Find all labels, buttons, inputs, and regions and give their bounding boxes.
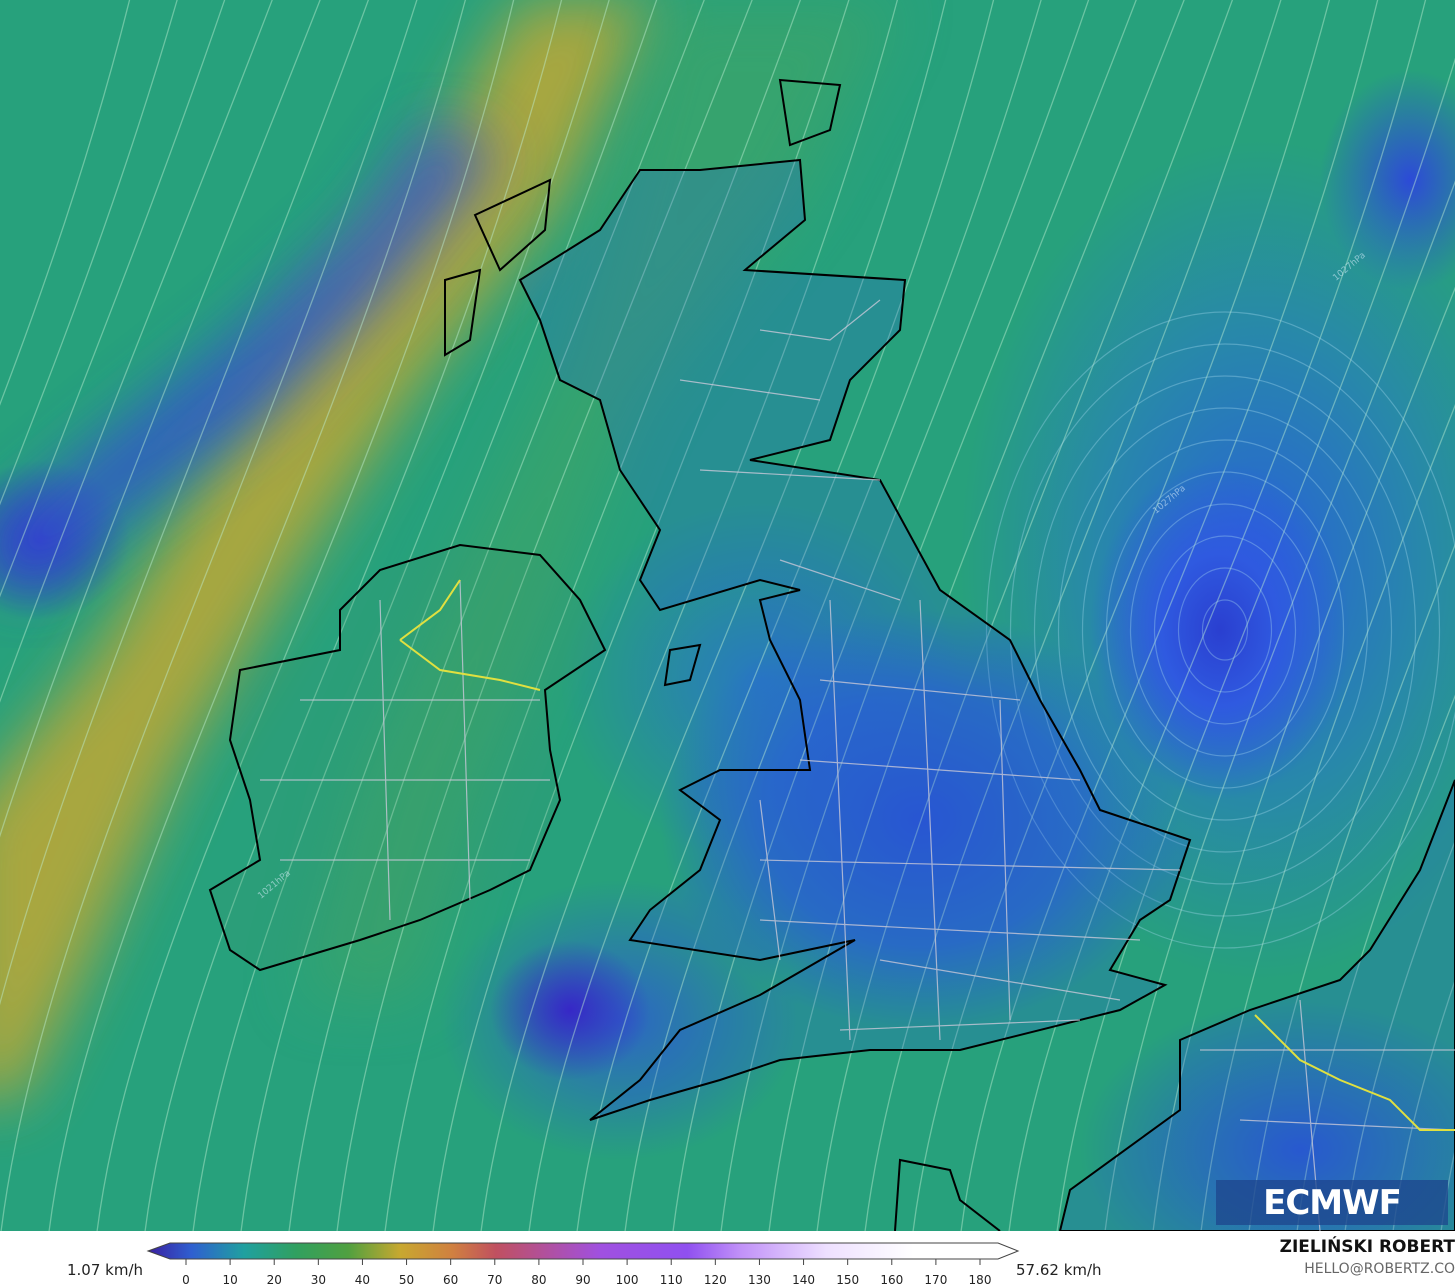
colorbar-tick-label: 160 [880,1273,904,1287]
streamline [240,0,658,1231]
streamline [624,0,1042,1231]
colorbar-tick-label: 60 [443,1273,459,1287]
legend-max-label: 57.62 km/h [1016,1261,1102,1279]
jet-stream-band [0,0,660,1100]
streamline [0,0,370,1006]
colorbar-tick-label: 140 [792,1273,815,1287]
streamline [672,0,1090,1231]
streamline [0,0,321,838]
colorbar-fill [146,1242,1020,1260]
colorbar-tick-label: 30 [310,1273,326,1287]
streamline [1344,839,1455,1231]
streamline-vortex [985,311,1455,949]
author-name: ZIELIŃSKI ROBERT [1279,1237,1455,1257]
streamline [432,0,850,1231]
streamline [1296,694,1455,1231]
streamline [1248,543,1455,1231]
northern-ireland-border [399,579,541,691]
streamline [576,0,995,1231]
colorbar-tick-label: 90 [575,1273,591,1287]
map-layers [0,0,1455,1231]
colorbar-tick-label: 10 [222,1273,238,1287]
colorbar-tick-label: 180 [968,1273,992,1287]
colorbar-tick-label: 170 [924,1273,948,1287]
streamline-vortex [1177,567,1273,693]
brittany-coast [894,1158,1001,1231]
streamline [0,0,178,506]
streamline-vortex [1105,471,1345,789]
streamline [1392,978,1455,1231]
streamline [528,0,947,1231]
isle-of-man-coast [663,643,702,687]
colorbar-tick-label: 0 [182,1273,190,1287]
streamline-vortex [1081,439,1369,821]
hebrides-coast [444,178,552,357]
colorbar-tick-label: 40 [354,1273,371,1287]
streamline [96,0,515,1231]
colorbar [146,1242,1020,1265]
streamline-vortex [1153,535,1297,725]
streamline [960,0,1379,1231]
streamline [48,0,466,1231]
streamline-vortex [1009,343,1441,917]
legend-min-label: 1.07 km/h [67,1261,144,1279]
streamline [192,0,610,1231]
streamline [0,0,418,1231]
streamline-vortex [1129,503,1321,757]
belgium-border [1254,1014,1455,1131]
streamline [816,0,1234,1231]
streamline [288,0,705,1231]
continent-coast [1058,779,1455,1231]
streamline [912,0,1330,1231]
colorbar-tick-label: 110 [659,1273,683,1287]
legend-bar: 1.07 km/h 57.62 km/h 0 10 20 30 40 50 60 70 80 90… [0,1231,1455,1287]
streamline [1056,57,1455,1231]
streamline [1008,0,1427,1231]
streamline [384,0,802,1231]
low-wind-band-northwest [0,120,500,600]
colorbar-tick-label: 120 [703,1273,727,1287]
colorbar-ticks [185,1259,981,1265]
streamline [0,0,226,598]
green-band [300,0,900,1000]
streamline [720,0,1137,1231]
wind-speed-map: 1027hPa 1027hPa 1021hPa ECMWF [0,0,1455,1231]
coastlines [208,78,1455,1231]
streamline [0,0,131,406]
colorbar-tick-label: 80 [531,1273,547,1287]
streamline-vortex [1033,375,1417,885]
colorbar-tick-label: 130 [747,1273,771,1287]
streamline [480,0,898,1231]
orkney-coast [778,78,842,147]
streamline-vortex [1057,407,1393,853]
colorbar-tick-label: 70 [487,1273,503,1287]
great-britain-coast [518,158,1192,1121]
colorbar-tick-label: 150 [836,1273,860,1287]
streamline [144,0,563,1231]
streamline [1200,403,1455,1231]
author-email: HELLO@ROBERTZ.CO [1304,1261,1455,1277]
ecmwf-logo: ECMWF [1216,1180,1448,1225]
streamline-vortex [1201,599,1249,661]
ecmwf-logo-text: ECMWF [1263,1182,1402,1223]
streamline [0,0,273,703]
colorbar-tick-label: 100 [615,1273,639,1287]
colorbar-tick-label: 20 [266,1273,282,1287]
streamlines [0,0,1455,1231]
colorbar-tick-label: 50 [398,1273,415,1287]
ireland-coast [208,543,607,972]
streamline [1104,180,1455,1231]
admin-borders [260,299,1455,1231]
streamline [768,0,1185,1231]
